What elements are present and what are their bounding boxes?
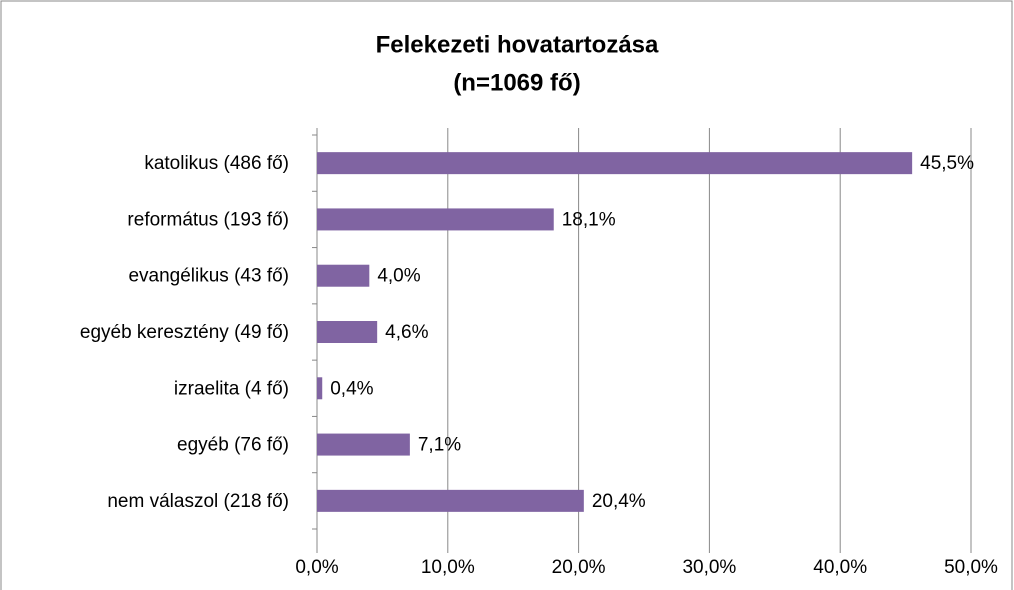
y-tick-label: evangélikus (43 fő): [128, 266, 289, 287]
value-label: 4,6%: [385, 322, 428, 343]
bar: [317, 377, 323, 400]
bar: [317, 321, 378, 343]
y-tick-label: katolikus (486 fő): [144, 153, 289, 174]
x-tick-label: 50,0%: [944, 557, 998, 578]
chart-subtitle: (n=1069 fő): [453, 69, 580, 96]
x-tick-label: 20,0%: [552, 557, 606, 578]
bar: [317, 489, 584, 512]
value-label: 4,0%: [377, 266, 420, 287]
x-tick-label: 10,0%: [421, 557, 475, 578]
bar: [317, 208, 554, 231]
value-label: 0,4%: [330, 378, 373, 399]
x-tick-label: 0,0%: [295, 557, 338, 578]
y-tick-label: egyéb (76 fő): [177, 435, 289, 456]
chart-title: Felekezeti hovatartozása: [376, 31, 659, 58]
y-tick-label: egyéb keresztény (49 fő): [80, 322, 289, 343]
value-label: 20,4%: [592, 491, 646, 512]
bar: [317, 264, 370, 287]
y-tick-label: református (193 fő): [127, 209, 289, 230]
y-tick-label: nem válaszol (218 fő): [107, 491, 289, 512]
x-tick-label: 40,0%: [813, 557, 867, 578]
value-label: 45,5%: [920, 153, 974, 174]
value-label: 7,1%: [418, 435, 461, 456]
x-tick-label: 30,0%: [682, 557, 736, 578]
y-tick-label: izraelita (4 fő): [174, 378, 289, 399]
bar: [317, 433, 410, 456]
bar: [317, 152, 913, 175]
value-label: 18,1%: [562, 209, 616, 230]
